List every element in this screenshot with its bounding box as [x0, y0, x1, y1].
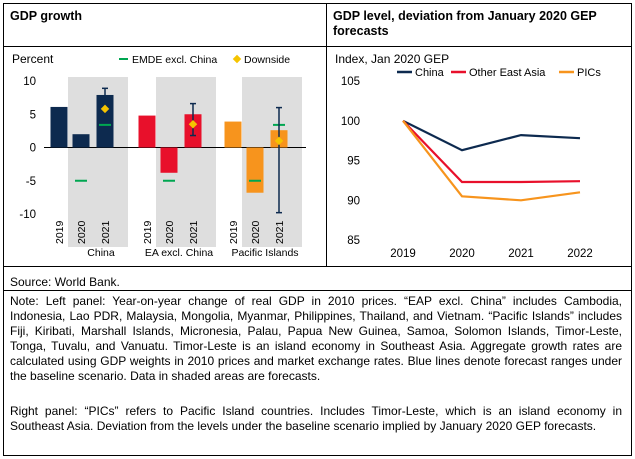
right-panel-title: GDP level, deviation from January 2020 G… — [333, 9, 597, 38]
x-year-label: 2019 — [142, 220, 154, 244]
series-line-china — [402, 119, 581, 152]
bar-china-2019 — [50, 106, 68, 148]
y-tick-label: 0 — [30, 143, 36, 155]
bar-china-2020 — [72, 134, 90, 148]
x-year-label: 2021 — [188, 220, 200, 244]
bar-china-2021 — [96, 94, 114, 148]
downside-legend-marker — [232, 54, 242, 64]
growth-bar-chart: Percent EMDE excl. China Downside -10 -5 0… — [12, 52, 306, 259]
left-panel-title: GDP growth — [10, 9, 82, 23]
y-tick-label: 100 — [341, 116, 360, 128]
left-ylabel: Percent — [12, 52, 54, 66]
chart-bottom-divider — [4, 266, 631, 267]
y-tick-label: 105 — [341, 76, 360, 88]
note-left-panel: Note: Left panel: Year-on-year change of… — [10, 294, 622, 383]
ea-legend-label: Other East Asia — [469, 67, 546, 79]
group-label: China — [87, 247, 115, 259]
bar-ea-excl-china-2020 — [160, 147, 178, 173]
y-tick-label: 5 — [30, 109, 36, 121]
group-label: EA excl. China — [145, 247, 213, 259]
y-tick-label: 10 — [23, 76, 36, 88]
x-year-label: 2022 — [567, 248, 593, 260]
emde-legend-label: EMDE excl. China — [132, 54, 217, 66]
note-right-panel: Right panel: “PICs” refers to Pacific Is… — [10, 404, 622, 433]
x-year-label: 2021 — [274, 220, 286, 244]
x-year-label: 2020 — [449, 248, 475, 260]
panel-divider — [326, 4, 327, 266]
x-year-label: 2021 — [508, 248, 534, 260]
bar-pacific-islands-2020 — [246, 147, 264, 193]
downside-legend-label: Downside — [244, 54, 290, 66]
level-line-chart: Index, Jan 2020 GEP China Other East Asi… — [335, 52, 601, 260]
x-year-label: 2020 — [250, 220, 262, 244]
figure-frame — [3, 3, 632, 456]
x-year-label: 2019 — [54, 220, 66, 244]
x-year-label: 2020 — [164, 220, 176, 244]
x-year-label: 2019 — [390, 248, 416, 260]
series-line-pics — [402, 120, 581, 202]
source-divider — [4, 290, 631, 291]
x-year-label: 2021 — [100, 220, 112, 244]
title-divider — [4, 46, 631, 47]
group-label: Pacific Islands — [231, 247, 298, 259]
y-tick-label: 95 — [347, 156, 360, 168]
source-note: Source: World Bank. — [10, 275, 120, 289]
right-ylabel: Index, Jan 2020 GEP — [335, 52, 449, 66]
china-legend-label: China — [415, 67, 445, 79]
x-year-label: 2020 — [76, 220, 88, 244]
y-tick-label: 90 — [347, 195, 360, 207]
x-year-label: 2019 — [228, 220, 240, 244]
y-tick-label: 85 — [347, 235, 360, 247]
bar-ea-excl-china-2019 — [138, 115, 156, 148]
bar-pacific-islands-2019 — [224, 121, 242, 148]
downside-marker — [274, 136, 284, 146]
downside-marker — [188, 119, 198, 129]
pics-legend-label: PICs — [577, 67, 601, 79]
y-tick-label: -5 — [26, 176, 36, 188]
y-tick-label: -10 — [19, 209, 36, 221]
series-line-other-east-asia — [402, 120, 581, 184]
